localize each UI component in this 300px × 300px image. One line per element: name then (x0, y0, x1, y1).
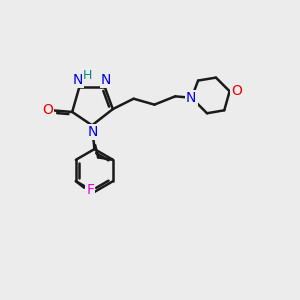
Text: O: O (232, 84, 242, 98)
Text: N: N (186, 91, 196, 105)
Text: N: N (87, 125, 98, 139)
Text: O: O (42, 103, 53, 117)
Text: N: N (101, 73, 111, 87)
Text: F: F (86, 182, 94, 197)
Text: N: N (73, 73, 83, 87)
Text: H: H (83, 69, 92, 82)
